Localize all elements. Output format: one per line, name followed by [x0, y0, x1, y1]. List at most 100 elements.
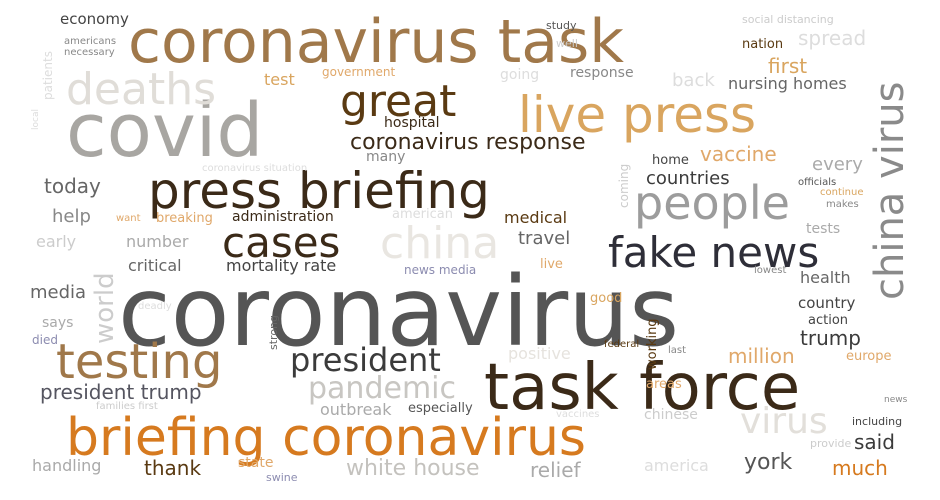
word-pandemic: pandemic: [308, 371, 456, 406]
word-health: health: [800, 268, 851, 287]
word-deaths: deaths: [66, 64, 217, 115]
word-american: american: [392, 207, 453, 222]
word-vaccines: vaccines: [556, 409, 600, 420]
word-breaking: breaking: [156, 211, 213, 226]
word-million: million: [728, 344, 795, 368]
word-white-house: white house: [346, 456, 480, 481]
word-hospital: hospital: [384, 115, 440, 131]
word-patients: patients: [41, 51, 55, 100]
word-great: great: [340, 76, 457, 127]
word-coronavirus-situation: coronavirus situation: [202, 163, 308, 174]
word-especially: especially: [408, 401, 473, 416]
word-china-virus: china virus: [867, 81, 913, 300]
word-federal: federal: [604, 339, 640, 350]
word-world: world: [90, 272, 120, 344]
word-home: home: [652, 153, 689, 168]
word-says: says: [42, 315, 74, 331]
word-task-force: task force: [484, 351, 801, 425]
word-nursing-homes: nursing homes: [728, 74, 847, 93]
word-briefing-coronavirus: briefing coronavirus: [66, 408, 586, 468]
word-outbreak: outbreak: [320, 400, 392, 419]
word-country: country: [798, 294, 856, 312]
word-said: said: [854, 430, 895, 454]
word-continue: continue: [820, 187, 864, 198]
word-medical: medical: [504, 208, 568, 227]
word-coming: coming: [617, 163, 631, 208]
word-europe: europe: [846, 349, 892, 364]
word-americans-necessary: americans necessary: [64, 36, 117, 58]
word-coronavirus-response: coronavirus response: [350, 130, 586, 155]
word-officials: officials: [798, 177, 837, 188]
word-government: government: [322, 65, 396, 79]
word-social-distancing: social distancing: [742, 13, 834, 26]
word-died: died: [32, 333, 58, 347]
word-chinese: chinese: [644, 407, 698, 423]
word-mortality-rate: mortality rate: [226, 256, 337, 275]
word-provide: provide: [810, 437, 852, 450]
word-critical: critical: [128, 256, 182, 275]
word-travel: travel: [518, 228, 571, 249]
word-coronavirus-task: coronavirus task: [128, 7, 625, 77]
word-news-media: news media: [404, 263, 477, 277]
word-nation: nation: [742, 37, 784, 52]
word-well: well: [556, 37, 578, 50]
word-live-press: live press: [518, 86, 757, 144]
word-vaccine: vaccine: [700, 142, 777, 166]
word-live: live: [540, 257, 563, 272]
word-countries: countries: [646, 168, 730, 189]
word-administration: administration: [232, 209, 334, 225]
word-handling: handling: [32, 456, 102, 475]
word-people: people: [634, 176, 790, 230]
word-much: much: [832, 456, 888, 480]
word-cases: cases: [222, 218, 341, 267]
word-spread: spread: [798, 26, 867, 50]
word-families-first: families first: [96, 401, 158, 412]
word-local: local: [31, 109, 41, 130]
word-china: china: [380, 218, 500, 269]
word-news: news: [884, 395, 908, 405]
word-many: many: [366, 149, 406, 165]
word-working: working: [645, 318, 660, 370]
word-test: test: [264, 70, 295, 89]
word-deadly: deadly: [138, 301, 172, 312]
word-every: every: [812, 154, 863, 175]
word-press-briefing: press briefing: [148, 162, 490, 220]
word-today: today: [44, 174, 101, 198]
word-swine: swine: [266, 471, 298, 484]
word-thank: thank: [144, 456, 202, 480]
word-relief: relief: [530, 458, 581, 482]
word-trump: trump: [800, 326, 861, 350]
word-action: action: [808, 313, 849, 328]
word-early: early: [36, 232, 77, 251]
word-fake-news: fake news: [608, 228, 820, 277]
word-testing: testing: [56, 334, 223, 390]
word-president: president: [290, 341, 441, 379]
word-coronavirus: coronavirus: [118, 256, 680, 368]
word-good: good: [590, 291, 623, 306]
word-number: number: [126, 232, 189, 251]
word-want: want: [116, 213, 141, 224]
word-going: going: [500, 67, 540, 83]
word-areas: areas: [646, 377, 682, 392]
word-help: help: [52, 206, 91, 227]
word-covid: covid: [66, 88, 264, 174]
word-last: last: [668, 345, 687, 356]
word-york: york: [744, 450, 793, 475]
word-study: study: [546, 19, 577, 32]
word-response: response: [570, 65, 634, 81]
word-strong: strong: [267, 314, 280, 350]
word-america: america: [644, 456, 709, 475]
word-including: including: [852, 415, 903, 428]
word-president-trump: president trump: [40, 380, 202, 404]
word-lowest: lowest: [754, 265, 787, 276]
word-media: media: [30, 282, 87, 303]
word-state: state: [238, 455, 274, 471]
word-economy: economy: [60, 10, 129, 28]
word-makes: makes: [826, 199, 859, 210]
word-virus: virus: [740, 401, 828, 442]
word-back: back: [672, 70, 715, 91]
word-positive: positive: [508, 344, 571, 363]
word-first: first: [768, 54, 808, 78]
word-tests: tests: [806, 221, 841, 237]
